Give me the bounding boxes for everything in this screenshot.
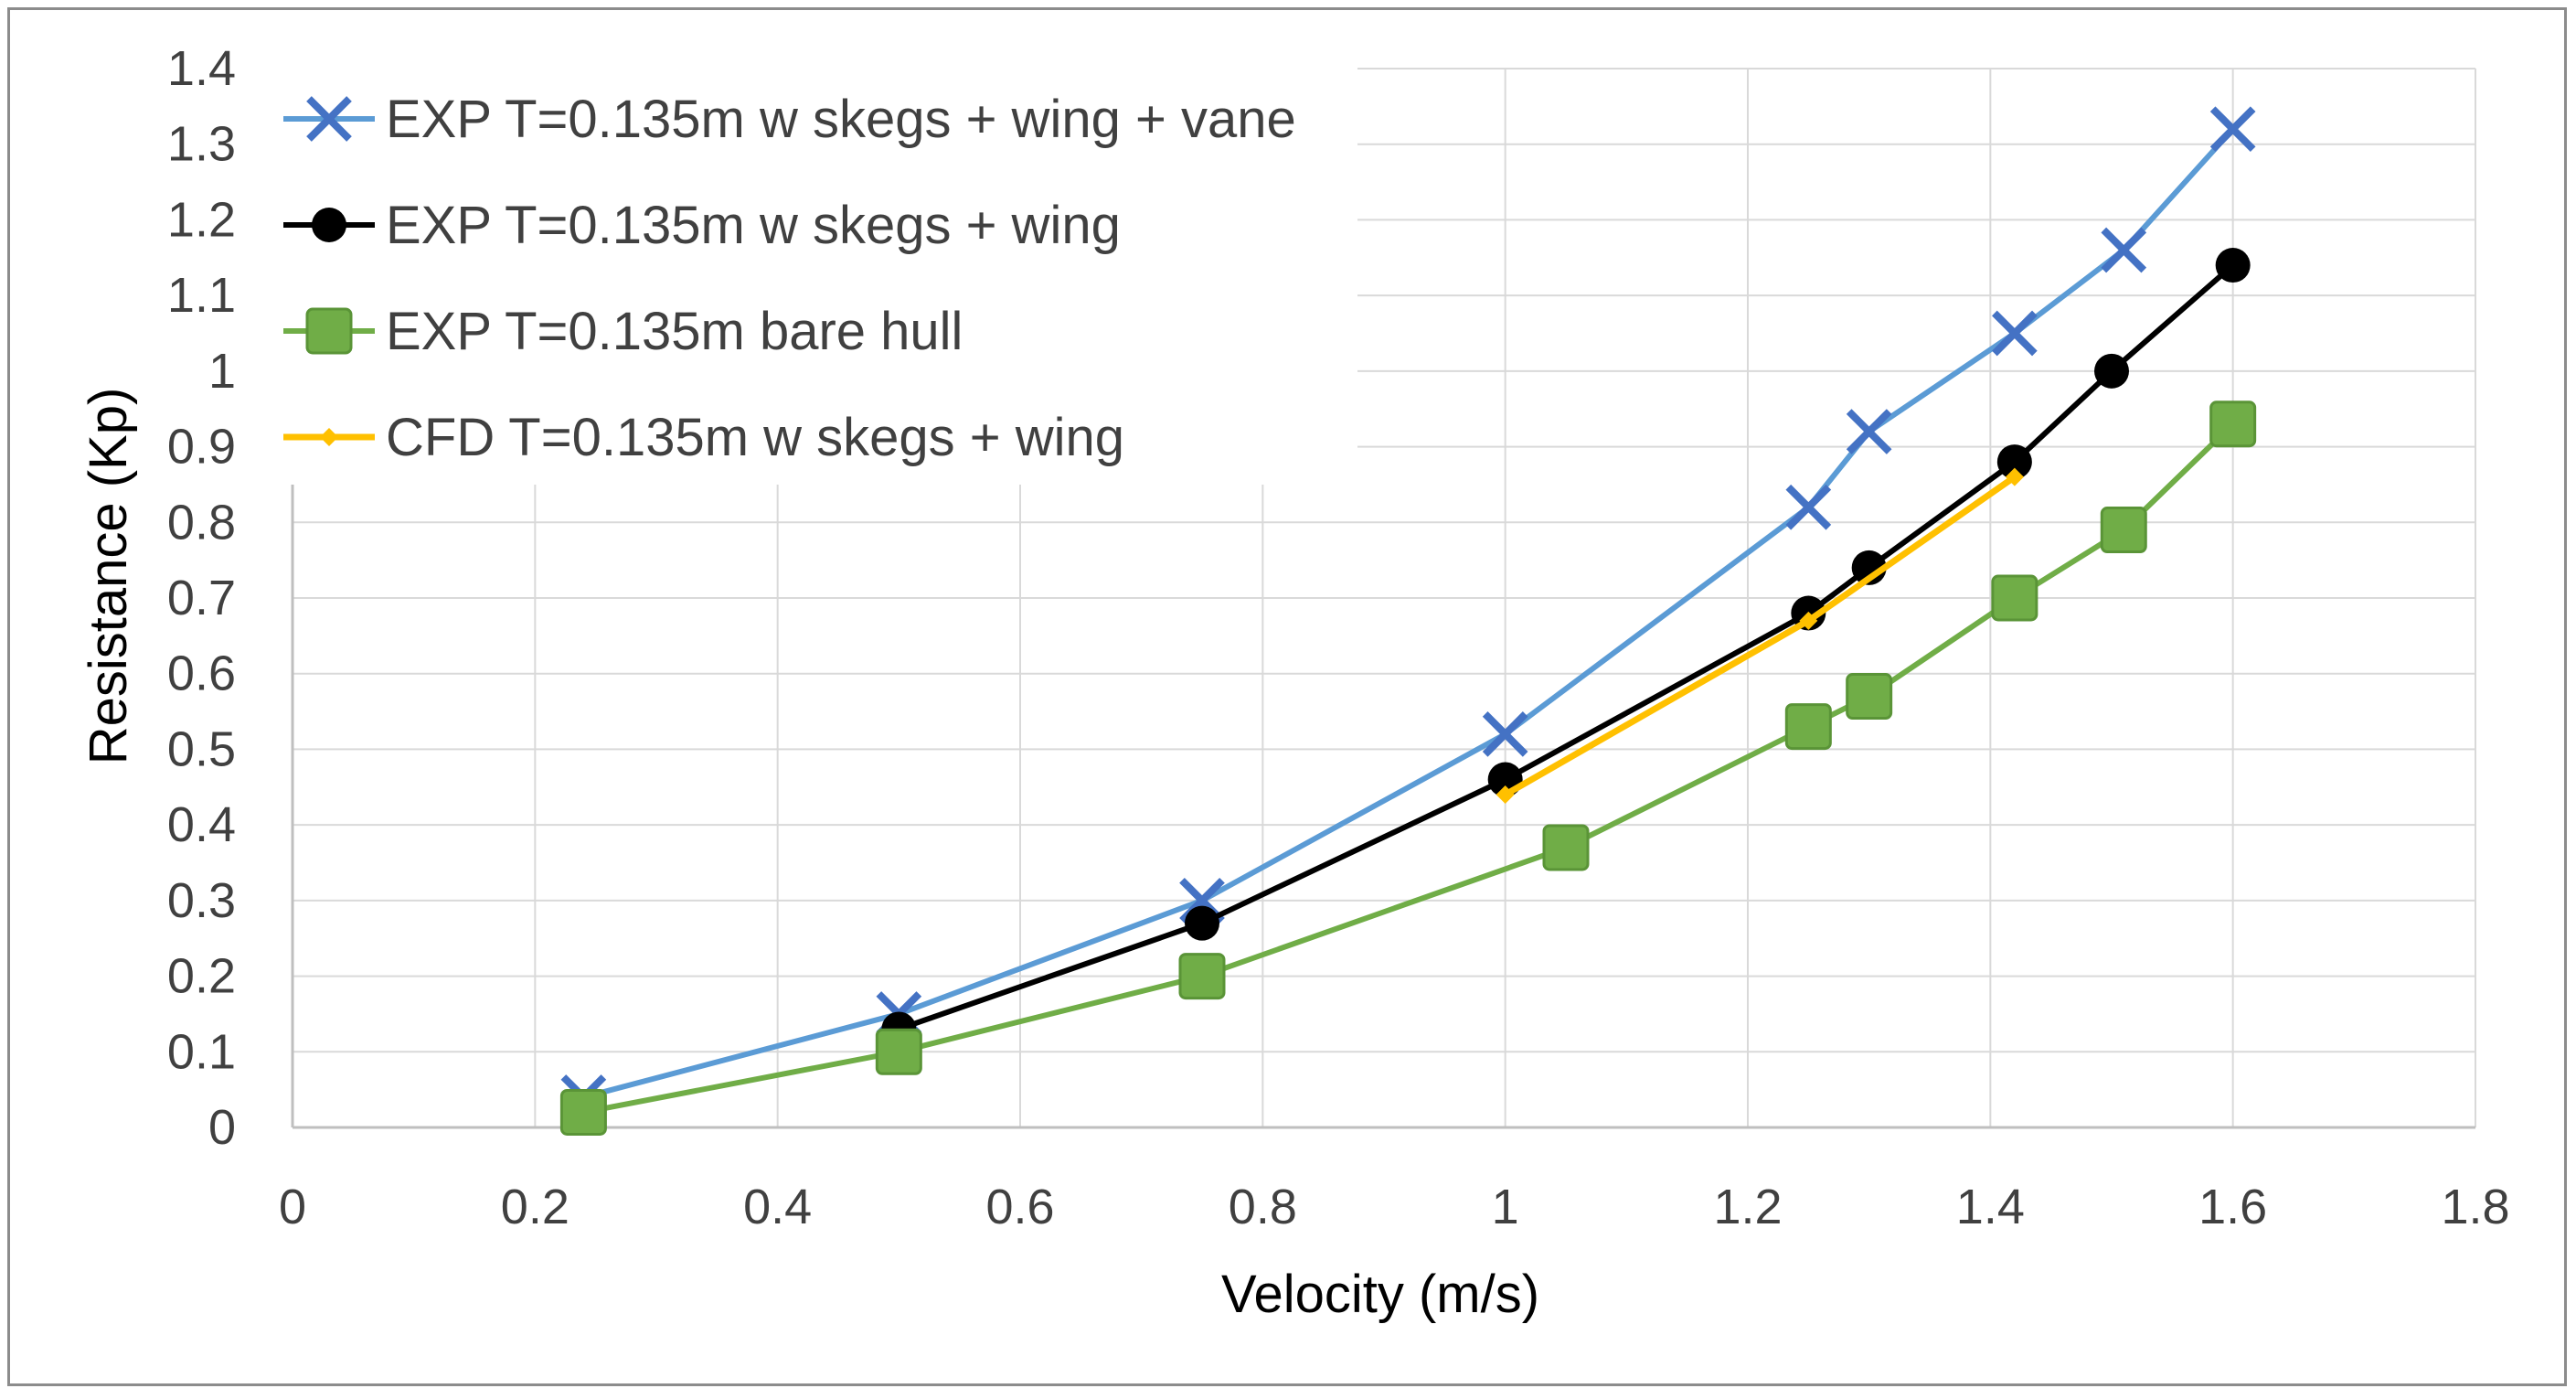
legend-marker [305,307,353,355]
y-tick-label: 1 [208,344,236,399]
y-tick-label: 1.1 [167,268,236,323]
y-tick-label: 0.6 [167,646,236,701]
y-tick-label: 0.4 [167,797,236,852]
x-tick-label: 0 [279,1180,306,1234]
data-point [1482,711,1528,757]
legend-entry-4: CFD T=0.135m w skegs + wing [283,408,1124,467]
data-point [559,1088,607,1136]
legend-entry-2: EXP T=0.135m w skegs + wing [283,196,1121,255]
data-point [1996,444,2032,480]
data-point [875,1028,922,1075]
data-point [1799,611,1818,630]
marker-stroke [1992,310,2038,357]
data-point [1846,409,1892,454]
legend-entry-3: EXP T=0.135m bare hull [283,302,963,361]
series-3 [559,400,2257,1136]
data-point [1851,550,1887,585]
x-tick-label: 1 [1492,1180,1519,1234]
x-tick-label: 0.8 [1229,1180,1297,1234]
data-point [2100,507,2147,554]
legend-label: EXP T=0.135m w skegs + wing + vane [386,90,1296,149]
marker-stroke [306,96,352,142]
y-tick-label: 0.9 [167,420,236,475]
data-point [1784,703,1832,751]
data-point [2005,467,2024,486]
x-tick-labels: 0 0.2 0.4 0.6 0.8 1 1.2 1.4 1.6 1.8 [279,1180,2510,1234]
data-point [1178,953,1226,1000]
data-point [2209,400,2257,448]
data-point [2215,248,2251,283]
x-tick-label: 1.8 [2441,1180,2509,1234]
legend-marker [320,428,338,446]
data-point [1785,484,1832,530]
series-line [1503,474,2017,798]
legend-marker [312,208,346,242]
data-point [2094,353,2129,389]
x-axis-title: Velocity (m/s) [1221,1265,1539,1324]
x-tick-label: 1.6 [2198,1180,2267,1234]
y-tick-label: 1.4 [167,41,236,96]
y-tick-label: 0.7 [167,571,236,625]
x-tick-label: 0.2 [501,1180,569,1234]
x-tick-label: 0.6 [985,1180,1054,1234]
x-tick-label: 1.4 [1956,1180,2025,1234]
legend-label: EXP T=0.135m w skegs + wing [386,196,1121,255]
y-tick-labels: 0 0.1 0.2 0.3 0.4 0.5 0.6 0.7 0.8 0.9 1 1.1 1.2 1.3 1.… [167,41,236,1155]
data-point [1496,785,1515,805]
y-tick-label: 0 [208,1100,236,1155]
data-point [1185,905,1219,941]
marker-stroke [2209,106,2256,152]
y-tick-label: 1.3 [167,117,236,172]
y-tick-label: 0.1 [167,1024,236,1079]
legend-label: EXP T=0.135m bare hull [386,302,963,361]
marker-stroke [1482,711,1528,757]
marker-stroke [1846,409,1892,454]
marker-stroke [1785,484,1832,530]
y-tick-label: 0.3 [167,873,236,928]
series-1 [560,106,2256,1120]
y-tick-label: 0.8 [167,495,236,550]
series-layer [559,106,2257,1136]
data-point [1542,824,1590,871]
series-4 [1496,467,2024,805]
legend-label: CFD T=0.135m w skegs + wing [386,408,1124,467]
data-point [2209,106,2256,152]
y-tick-label: 0.5 [167,721,236,776]
y-tick-label: 1.2 [167,192,236,247]
data-point [2101,227,2147,273]
series-line [898,262,2235,1032]
y-tick-label: 0.2 [167,949,236,1004]
legend-entry-1: EXP T=0.135m w skegs + wing + vane [283,90,1296,149]
legend-box [265,64,1357,485]
data-point [1991,574,2038,622]
x-tick-label: 1.2 [1713,1180,1782,1234]
y-axis-title: Resistance (Kp) [79,388,138,765]
legend-marker [306,96,352,142]
x-tick-label: 0.4 [743,1180,812,1234]
marker-stroke [2101,227,2147,273]
data-point [1846,673,1893,721]
legend: EXP T=0.135m w skegs + wing + vane EXP T=… [265,64,1357,485]
series-line [582,422,2235,1116]
data-point [1992,310,2038,357]
